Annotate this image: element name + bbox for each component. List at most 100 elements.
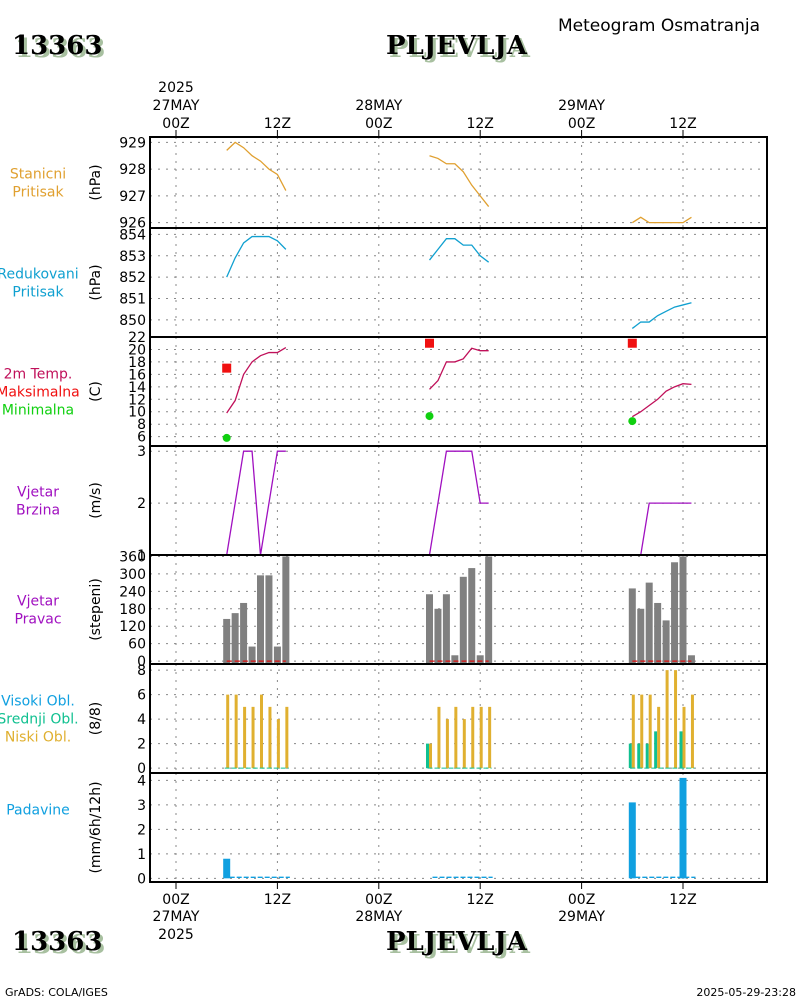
wind-dir-bar <box>426 594 433 663</box>
header: 13363 13363 PLJEVLJA PLJEVLJA Meteogram … <box>12 16 760 64</box>
y-axis-unit: (hPa) <box>88 164 104 200</box>
y-tick-label: 8 <box>137 663 146 679</box>
wind-dir-bar <box>654 602 662 663</box>
x-tick-label-bottom: 00Z <box>162 892 189 908</box>
timestamp-text: 2025-05-29-23:28 <box>696 986 796 999</box>
y-tick-label: 4 <box>137 712 146 728</box>
station-name: PLJEVLJA <box>386 31 528 61</box>
panel-precipitation: 0 1 2 3 4 (mm/6h/12h) Padavine <box>6 772 768 887</box>
y-tick-label: 0 <box>137 871 146 887</box>
panel-label: Minimalna <box>2 403 74 419</box>
wind-dir-bar <box>645 582 653 663</box>
cloud-bar <box>285 706 289 769</box>
x-date-label-bottom: 27MAY <box>153 909 200 925</box>
cloud-bar <box>479 706 483 769</box>
footer-station-name: PLJEVLJA <box>386 927 528 957</box>
footer-station-name-shadow: PLJEVLJA <box>389 930 531 960</box>
x-tick-label-bottom: 12Z <box>669 892 696 908</box>
panel-label: Srednji Obl. <box>0 712 79 728</box>
panel-label: Vjetar <box>17 485 59 501</box>
wind-dir-bar <box>468 568 476 663</box>
wind-dir-bar <box>265 575 273 663</box>
y-axis-unit: (m/s) <box>88 482 104 519</box>
precip-bar <box>223 858 231 879</box>
x-axis: 00Z00Z27MAY27MAY2025202512Z12Z00Z00Z28MA… <box>153 80 697 943</box>
x-date-label-bottom: 29MAY <box>558 909 605 925</box>
panel-wind-speed: 1 2 3 (m/s) Vjetar Brzina <box>16 444 768 564</box>
series-line <box>429 155 490 207</box>
series-line <box>632 502 692 556</box>
y-tick-label: 360 <box>119 549 146 565</box>
x-tick-label-bottom: 00Z <box>568 892 595 908</box>
series-line <box>226 141 287 191</box>
wind-dir-bar <box>442 594 450 663</box>
y-tick-label: 1 <box>137 548 146 564</box>
wind-dir-bar <box>628 588 636 663</box>
y-axis-unit: (mm/6h/12h) <box>88 781 104 873</box>
y-tick-label: 0 <box>137 761 146 777</box>
panel-station-pressure: 926 927 928 929 (hPa) Stanicni Pritisak <box>10 135 768 232</box>
y-tick-label: 1 <box>137 847 146 863</box>
cloud-bar <box>679 731 683 769</box>
panel-label: 2m Temp. <box>4 367 73 383</box>
cloud-bar <box>665 670 669 769</box>
y-tick-label: 2 <box>137 737 146 753</box>
footer-station-id-shadow: 13363 <box>15 930 105 960</box>
panel-reduced-pressure: 850 851 852 853 854 (hPa) Redukovani Pritisak <box>0 227 768 338</box>
x-year-label-bottom: 2025 <box>158 927 194 943</box>
wind-dir-bar <box>223 618 231 663</box>
series-line <box>631 383 692 418</box>
cloud-bar <box>682 706 686 769</box>
x-tick-label-bottom: 12Z <box>466 892 493 908</box>
max-temp-marker <box>627 338 637 348</box>
y-tick-label: 2 <box>137 496 146 512</box>
wind-dir-bar <box>451 655 459 663</box>
panel-label: Niski Obl. <box>5 730 71 746</box>
cloud-bar <box>445 719 449 769</box>
min-temp-marker <box>222 433 231 442</box>
panel-label: Stanicni <box>10 167 66 183</box>
wind-dir-bar <box>231 613 239 663</box>
x-tick-label-bottom: 12Z <box>264 892 291 908</box>
y-axis-unit: (8/8) <box>88 702 104 735</box>
cloud-bar <box>426 743 429 769</box>
x-tick-label-top: 12Z <box>669 116 696 132</box>
cloud-bar <box>690 694 694 769</box>
cloud-bar <box>234 694 238 769</box>
y-tick-label: 928 <box>119 162 146 178</box>
y-tick-label: 10 <box>128 405 146 421</box>
min-temp-marker <box>628 417 637 426</box>
panel-label: Padavine <box>6 803 70 819</box>
cloud-bar <box>437 706 441 769</box>
wind-dir-bar <box>476 655 484 663</box>
x-date-label-top: 29MAY <box>558 98 605 114</box>
series-line <box>226 235 287 278</box>
x-tick-label-top: 00Z <box>568 116 595 132</box>
panel-frame <box>149 772 768 883</box>
cloud-bar <box>631 694 635 769</box>
station-id: 13363 <box>12 31 102 61</box>
y-tick-label: 4 <box>137 773 146 789</box>
y-tick-label: 850 <box>119 313 146 329</box>
series-line <box>428 238 490 263</box>
panel-label: Brzina <box>16 503 60 519</box>
wind-dir-bar <box>679 556 687 663</box>
cloud-bar <box>645 743 649 769</box>
wind-dir-bar <box>662 620 670 663</box>
cloud-bar <box>462 719 466 769</box>
panels: 926927928929(hPa)StanicniPritisak8508518… <box>0 135 768 887</box>
cloud-bar <box>657 706 661 769</box>
cloud-bar <box>268 706 272 769</box>
cloud-bar <box>628 743 632 769</box>
series-line <box>631 302 692 329</box>
y-tick-label: 60 <box>128 637 146 653</box>
station-name-shadow: PLJEVLJA <box>389 34 531 64</box>
chart-subtitle: Meteogram Osmatranja <box>558 16 760 36</box>
precip-bar <box>628 802 636 879</box>
x-date-label-top: 27MAY <box>153 98 200 114</box>
cloud-bar <box>260 694 263 769</box>
series-line <box>428 450 489 556</box>
x-tick-label-top: 00Z <box>162 116 189 132</box>
wind-dir-bar <box>459 576 467 663</box>
